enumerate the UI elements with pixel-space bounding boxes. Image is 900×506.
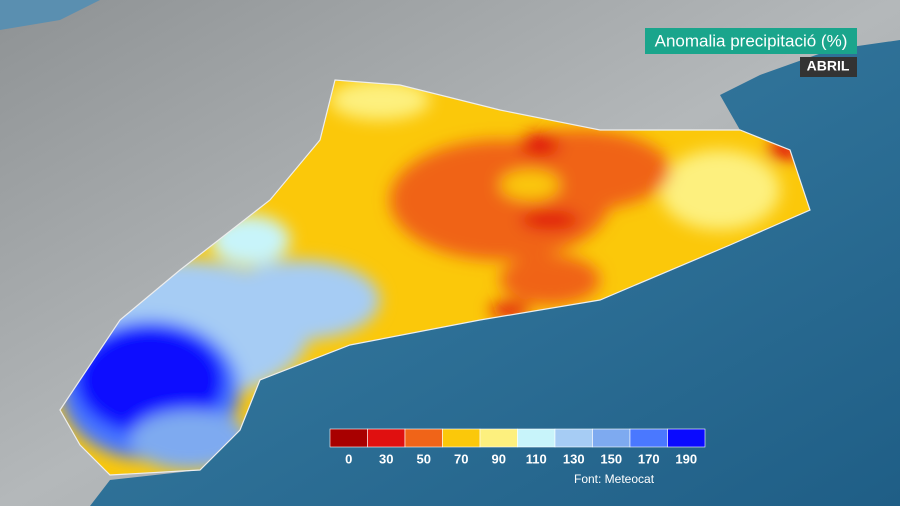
legend-label: 170 bbox=[638, 451, 660, 466]
legend-label: 110 bbox=[526, 451, 547, 466]
field-patch bbox=[500, 170, 560, 200]
legend-swatch bbox=[404, 428, 443, 448]
legend-label: 90 bbox=[492, 451, 506, 466]
legend-swatch bbox=[592, 428, 631, 448]
legend-label: 130 bbox=[563, 451, 585, 466]
legend: 0 30 50 70 90 110 130 150 170 190 bbox=[329, 428, 706, 466]
field-patch bbox=[520, 210, 580, 230]
legend-label: 30 bbox=[379, 451, 393, 466]
field-patch bbox=[75, 325, 225, 435]
legend-swatch bbox=[554, 428, 593, 448]
legend-swatch bbox=[329, 428, 368, 448]
field-patch bbox=[220, 260, 380, 340]
subtitle: ABRIL bbox=[807, 58, 850, 74]
sea bbox=[90, 40, 900, 506]
subtitle-box bbox=[800, 57, 857, 77]
field-patch bbox=[660, 150, 780, 230]
legend-swatch bbox=[442, 428, 481, 448]
field-patch bbox=[330, 80, 430, 120]
legend-swatch bbox=[367, 428, 406, 448]
legend-label: 190 bbox=[675, 451, 697, 466]
legend-swatch bbox=[479, 428, 518, 448]
legend-swatch bbox=[517, 428, 556, 448]
field-patch bbox=[500, 255, 600, 305]
source: Font: Meteocat bbox=[574, 472, 655, 486]
legend-swatch bbox=[629, 428, 668, 448]
title: Anomalia precipitació (%) bbox=[655, 31, 848, 50]
legend-label: 150 bbox=[600, 451, 622, 466]
legend-label: 0 bbox=[345, 451, 352, 466]
legend-swatch bbox=[667, 428, 706, 448]
border bbox=[59, 79, 811, 476]
sea bbox=[0, 0, 100, 30]
legend-label: 50 bbox=[417, 451, 431, 466]
field-patch bbox=[520, 133, 560, 157]
legend-label: 70 bbox=[454, 451, 468, 466]
title-box bbox=[645, 28, 857, 54]
